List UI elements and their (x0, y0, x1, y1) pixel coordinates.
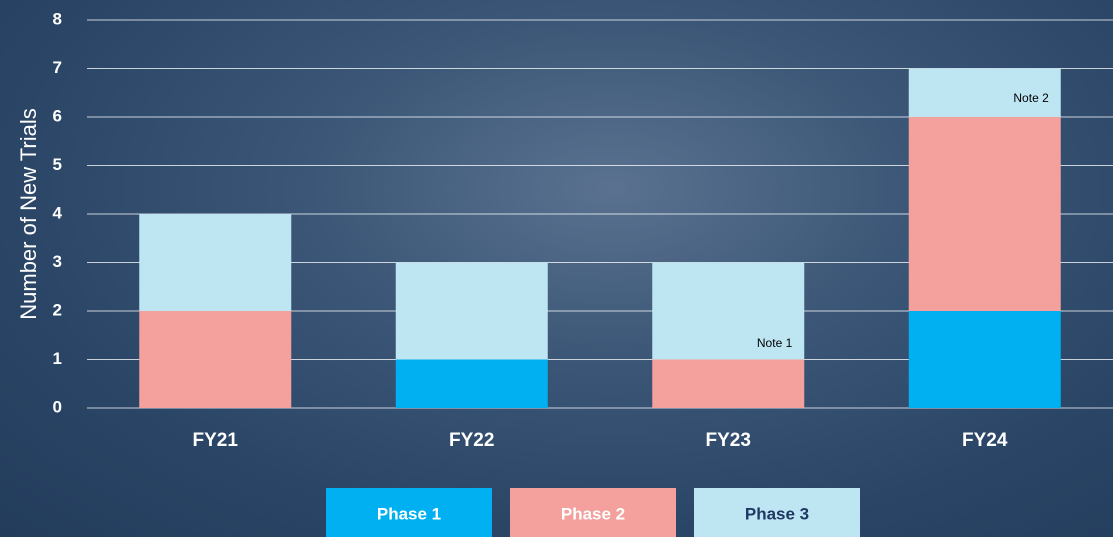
legend-label: Phase 3 (745, 504, 809, 523)
chart: Number of New Trials 0 1 2 3 4 5 6 7 8 FY21 FY22 FY… (0, 0, 1113, 537)
bar-segment (396, 263, 548, 360)
y-tick-label: 7 (53, 58, 62, 77)
y-tick-label: 3 (53, 252, 62, 271)
annotation: Note 1 (757, 336, 793, 350)
x-tick-label: FY22 (449, 430, 494, 451)
y-tick-label: 8 (53, 9, 62, 28)
x-tick-label: FY21 (193, 430, 239, 451)
bar-segment (909, 117, 1061, 311)
page: Number of New Trials 0 1 2 3 4 5 6 7 8 FY21 FY22 FY… (0, 0, 1113, 537)
annotation: Note 2 (1013, 91, 1049, 105)
y-tick-label: 4 (53, 203, 63, 222)
legend-label: Phase 2 (561, 504, 625, 523)
y-axis-label: Number of New Trials (16, 108, 41, 320)
y-tick-label: 2 (53, 300, 62, 319)
bar-segment (652, 360, 804, 409)
x-tick-label: FY23 (706, 430, 751, 451)
y-tick-label: 5 (53, 155, 62, 174)
bar-segment (139, 311, 291, 408)
bar-segment (396, 360, 548, 409)
bar-segment (139, 214, 291, 311)
bar-segment (909, 311, 1061, 408)
x-tick-label: FY24 (962, 430, 1008, 451)
legend-label: Phase 1 (377, 504, 441, 523)
y-tick-label: 0 (53, 397, 62, 416)
y-tick-label: 6 (53, 106, 62, 125)
y-tick-label: 1 (53, 349, 62, 368)
